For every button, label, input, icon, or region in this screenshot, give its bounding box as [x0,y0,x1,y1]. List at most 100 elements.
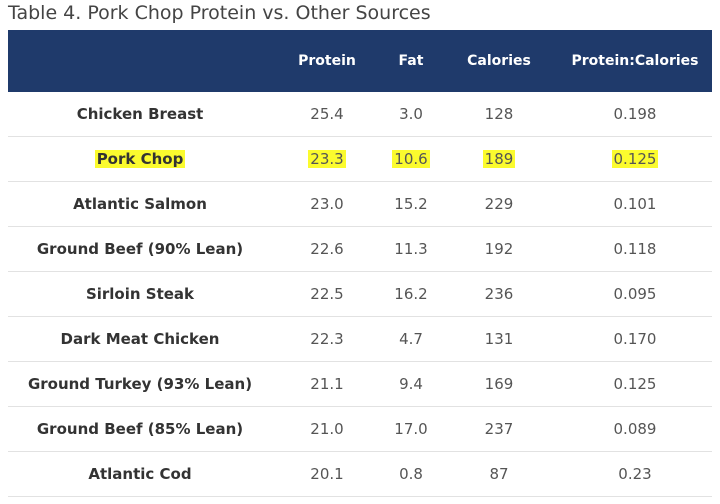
cell: 0.089 [558,406,712,451]
table-header: Protein Fat Calories Protein:Calories [8,30,712,92]
cell: 0.198 [558,92,712,137]
table-row: Ground Beef (85% Lean) 21.0 17.0 237 0.089 [8,406,712,452]
cell-text: 192 [484,240,514,259]
row-label: Pork Chop [8,137,272,182]
cell: 20.1 [272,451,382,496]
cell: 23.0 [272,182,382,227]
cell-text: 0.118 [613,240,657,259]
cell-text: Chicken Breast [76,105,204,124]
cell-text: 0.095 [613,285,657,303]
cell-text: 23.0 [310,195,344,214]
cell-text: 0.089 [613,419,657,438]
table-body: Chicken Breast 25.4 3.0 128 0.198 Pork Chop 23… [8,92,712,497]
cell-text: 3.0 [399,105,423,124]
table-row: Atlantic Salmon 23.0 15.2 229 0.101 [8,182,712,227]
cell: 3.0 [382,92,440,137]
cell-text: 229 [484,195,514,214]
cell: 21.0 [272,406,382,451]
header-cell: Calories [467,53,531,69]
cell: 0.125 [558,361,712,406]
cell-text: 0.101 [613,195,657,214]
cell-text: 10.6 [392,150,430,169]
cell: 169 [440,361,558,406]
cell-text: 189 [482,150,516,169]
cell-text: 128 [484,105,514,124]
cell-text: 4.7 [399,329,423,348]
cell-text: Ground Beef (85% Lean) [36,419,244,438]
cell: 25.4 [272,92,382,137]
cell-text: 0.8 [399,464,423,483]
cell: 237 [440,406,558,451]
cell: 0.125 [558,137,712,182]
cell: 0.118 [558,227,712,272]
cell: 11.3 [382,227,440,272]
cell-text: 25.4 [310,105,344,124]
cell: 0.101 [558,182,712,227]
row-label: Sirloin Steak [8,272,272,317]
cell-text: 0.125 [613,374,657,393]
cell: 192 [440,227,558,272]
cell-text: 21.1 [310,374,344,393]
cell: 131 [440,316,558,361]
cell-text: Ground Turkey (93% Lean) [27,374,253,393]
table-row: Dark Meat Chicken 22.3 4.7 131 0.170 [8,316,712,362]
cell: 21.1 [272,361,382,406]
cell-text: 15.2 [394,195,428,214]
cell: 128 [440,92,558,137]
cell-text: 21.0 [310,419,344,438]
table-row: Pork Chop 23.3 10.6 189 0.125 [8,137,712,182]
cell: 10.6 [382,137,440,182]
cell-text: 20.1 [310,464,344,483]
cell-text: 0.125 [611,150,659,169]
cell: 16.2 [382,272,440,317]
row-label: Dark Meat Chicken [8,316,272,361]
cell: 23.3 [272,137,382,182]
cell-text: 22.6 [310,240,344,259]
table-row: Sirloin Steak 22.5 16.2 236 0.095 [8,272,712,317]
cell: 236 [440,272,558,317]
cell-text: Dark Meat Chicken [60,329,220,348]
cell: 229 [440,182,558,227]
cell: 0.170 [558,316,712,361]
cell: 9.4 [382,361,440,406]
cell-text: 0.170 [613,329,657,348]
cell-text: 236 [484,285,514,303]
cell: 0.095 [558,272,712,317]
cell: 22.6 [272,227,382,272]
cell-text: 17.0 [394,419,428,438]
row-label: Atlantic Salmon [8,182,272,227]
row-label: Ground Beef (85% Lean) [8,406,272,451]
cell: 0.23 [558,451,712,496]
row-label: Ground Turkey (93% Lean) [8,361,272,406]
cell: 15.2 [382,182,440,227]
cell: 4.7 [382,316,440,361]
cell: 0.8 [382,451,440,496]
cell-text: 0.23 [618,464,652,483]
cell-text: 22.3 [310,329,344,348]
table-title: Table 4. Pork Chop Protein vs. Other Sou… [8,2,431,24]
cell-text: 16.2 [394,285,428,303]
cell: 17.0 [382,406,440,451]
row-label: Atlantic Cod [8,451,272,496]
header-cell: Protein [298,53,356,69]
header-cell [8,30,272,92]
cell: 189 [440,137,558,182]
table: Protein Fat Calories Protein:Calories Chick… [8,30,712,497]
cell-text: Atlantic Salmon [73,195,207,214]
cell-text: 0.198 [613,105,657,124]
cell-text: Pork Chop [94,150,186,169]
cell-text: 23.3 [308,150,346,169]
header-cell: Protein:Calories [571,53,699,69]
cell-text: 131 [484,329,514,348]
cell-text: 9.4 [399,374,423,393]
table-row: Atlantic Cod 20.1 0.8 87 0.23 [8,451,712,497]
cell-text: Atlantic Cod [88,464,192,483]
cell-text: 22.5 [310,285,344,303]
table-row: Ground Turkey (93% Lean) 21.1 9.4 169 0.125 [8,361,712,407]
cell: 22.3 [272,316,382,361]
cell: 22.5 [272,272,382,317]
row-label: Ground Beef (90% Lean) [8,227,272,272]
row-label: Chicken Breast [8,92,272,137]
cell-text: 169 [484,374,514,393]
